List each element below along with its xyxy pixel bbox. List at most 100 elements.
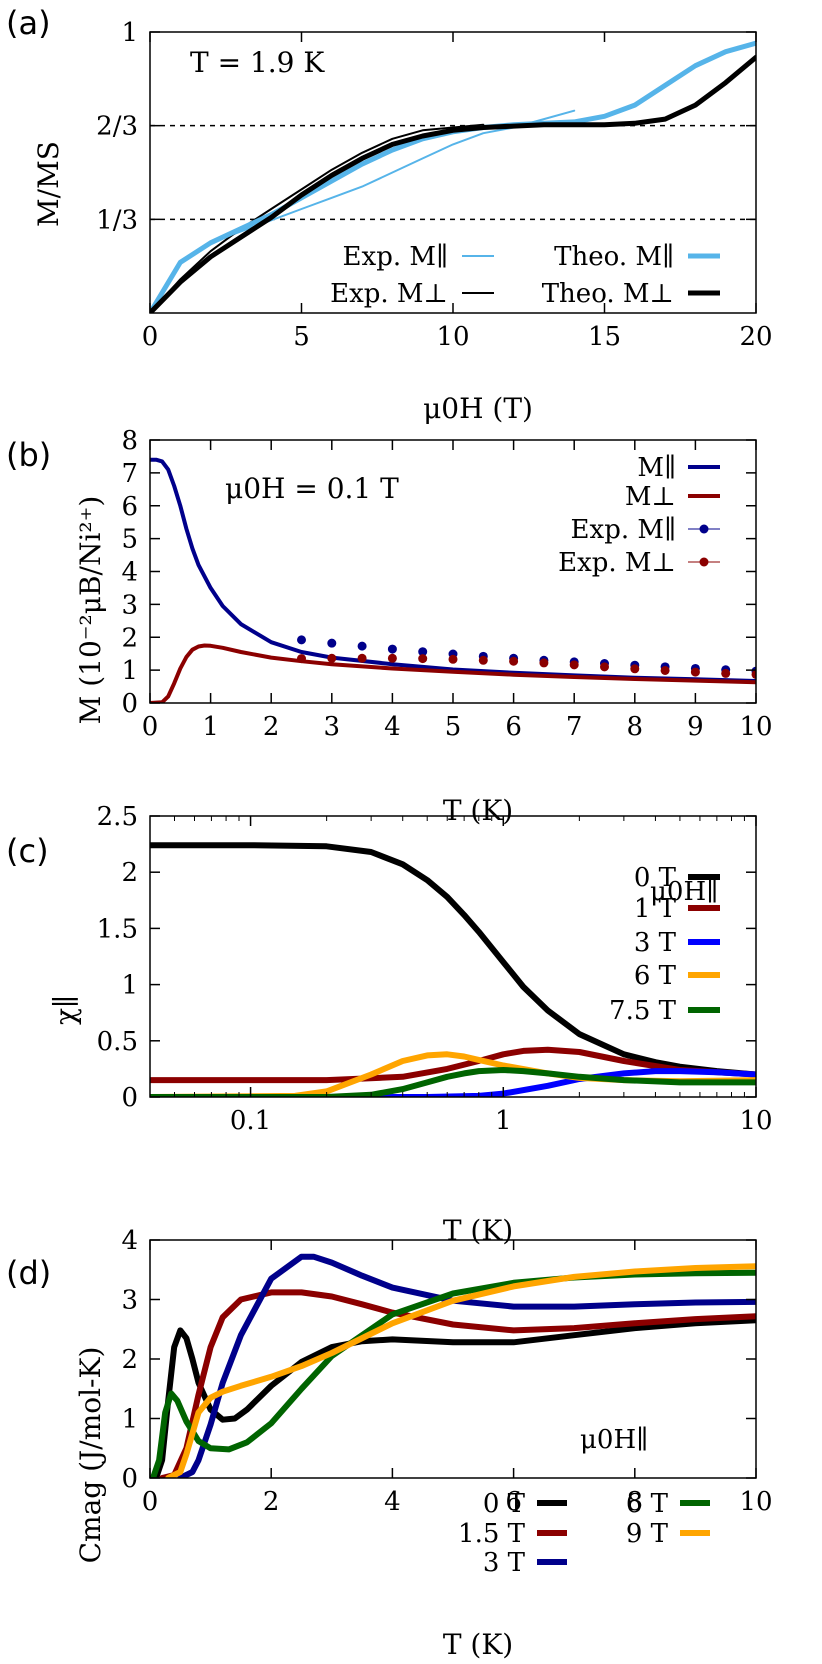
p0-xtick-label-0: 0 [142,322,159,352]
p0-line-3 [150,54,756,313]
p3-series-2 [177,1253,756,1478]
p1-point-3-13 [690,667,700,677]
p1-point-3-14 [721,668,731,678]
p3-line-0 [153,1317,756,1478]
p1-point-3-7 [509,656,519,666]
p3-legend-label-0: 0 T [483,1489,526,1519]
p1-point-3-15 [751,669,756,679]
p3-ytick-label-1: 1 [121,1405,138,1435]
p1-xtick-label-4: 4 [384,712,401,742]
p2-series-4 [150,1067,756,1097]
p1-legend-label-2: Exp. M∥ [571,515,676,545]
p1-point-3-0 [297,654,306,664]
x-axis-label-a: μ0H (T) [423,392,533,425]
p1-ytick-label-3: 3 [121,590,138,620]
p0-xtick-label-3: 15 [588,322,621,352]
p2-ytick-label-0: 0 [121,1083,138,1113]
panel-label-a: (a) [6,4,51,42]
p0-legend-label-1: Theo. M∥ [554,242,674,272]
p1-point-3-3 [387,653,397,663]
p1-xtick-label-9: 9 [687,712,704,742]
p3-line-4 [165,1263,756,1478]
p1-point-2-0 [297,635,306,645]
p2-xtick-label-2: 10 [739,1106,772,1136]
p1-xtick-label-10: 10 [739,712,772,742]
x-axis-label-c: T (K) [443,1214,513,1247]
p2-legend: 0 T1 T 3 T6 T 7.5 T [609,863,720,1026]
p1-legend-label-3: Exp. M⊥ [558,548,676,578]
p3-legend-label-2: 1.5 T [458,1519,526,1549]
x-axis-label-d: T (K) [443,1628,513,1661]
p1-line-1 [150,643,756,703]
p1-legend-label-1: M⊥ [625,482,676,512]
p0-ytick-label-1: 2/3 [96,112,138,142]
p1-series-2 [297,635,756,676]
p1-ytick-label-0: 0 [121,689,138,719]
panel-label-c: (c) [6,832,49,870]
p3-series-0 [153,1317,756,1478]
y-axis-label-b: M (10⁻²μB/Ni²⁺) [74,496,107,725]
p3-legend: 0 T 6 T 1.5 T 9 T 3 T [458,1489,710,1578]
p0-xtick-label-4: 20 [739,322,772,352]
p1-legend-marker-2 [699,524,709,534]
p0-xtick-label-2: 10 [436,322,469,352]
p2-line-0 [150,842,756,1078]
p0-line-2 [150,40,756,313]
p1-xtick-label-0: 0 [142,712,159,742]
p1-point-3-10 [600,662,609,672]
p0-legend-label-2: Exp. M⊥ [330,279,448,309]
p0-series-1 [150,123,485,313]
p0-legend: Exp. M∥ Theo. M∥ Exp. M⊥ Theo. M⊥ [330,242,720,309]
p0-xtick-label-1: 5 [293,322,310,352]
p2-line-1 [150,1046,756,1084]
annotation-temperature: T = 1.9 K [190,46,325,79]
p3-ytick-label-4: 4 [121,1226,138,1256]
p3-ytick-label-3: 3 [121,1286,138,1316]
p1-point-3-9 [569,660,579,670]
p2-frame [149,815,757,1098]
p0-series-3 [150,54,756,313]
p3-ytick-label-0: 0 [121,1464,138,1494]
p2-ytick-label-5: 2.5 [97,802,138,832]
p2-ytick-label-4: 2 [121,858,138,888]
p3-xtick-label-5: 10 [739,1487,772,1517]
p3-legend-label-4: 3 T [483,1548,526,1578]
p2-ytick-label-1: 0.5 [97,1027,138,1057]
p3-xtick-label-1: 2 [263,1487,280,1517]
p1-point-3-6 [478,655,488,665]
p2-series-0 [150,842,756,1078]
panel-d-marks: 0 2 4 6 8 10 0 1 2 3 4 0 T 6 T 1.5 T 9 T 3 T [121,1226,772,1578]
x-axis-label-b: T (K) [443,794,513,827]
annotation-field: μ0H = 0.1 T [225,472,399,505]
p3-xtick-label-2: 4 [384,1487,401,1517]
p3-xtick-label-0: 0 [142,1487,159,1517]
p1-ytick-label-5: 5 [121,525,138,555]
p1-ytick-label-8: 8 [121,426,138,456]
p2-ytick-label-2: 1 [121,971,138,1001]
p1-xtick-label-5: 5 [445,712,462,742]
p1-series-3 [297,653,756,679]
panel-label-d: (d) [6,1254,51,1292]
p2-legend-label-0: 0 T [634,863,677,893]
p1-xtick-label-6: 6 [505,712,522,742]
p1-ytick-label-7: 7 [121,459,138,489]
p1-ytick-label-6: 6 [121,492,138,522]
legend-title-c: μ0H∥ [650,877,718,907]
p3-legend-label-3: 9 T [626,1519,669,1549]
panel-label-b: (b) [6,436,51,474]
p3-line-1 [159,1289,756,1478]
p1-point-2-2 [357,641,367,651]
p1-point-3-12 [660,665,670,675]
p1-ytick-label-4: 4 [121,558,138,588]
panel-c-marks: 0.1 1 10 0 0.5 1 1.5 2 2.5 0 T1 T 3 T6 T 7.5 T [97,802,773,1136]
legend-title-d: μ0H∥ [580,1425,648,1455]
p2-series-1 [150,1046,756,1084]
panel-d: (d) 0 2 4 6 8 10 0 1 2 3 4 0 T 6 T 1.5 T 9 T 3 T μ0H∥ T… [6,1226,773,1661]
p1-ytick-label-2: 2 [121,623,138,653]
p2-xtick-label-1: 1 [495,1106,512,1136]
